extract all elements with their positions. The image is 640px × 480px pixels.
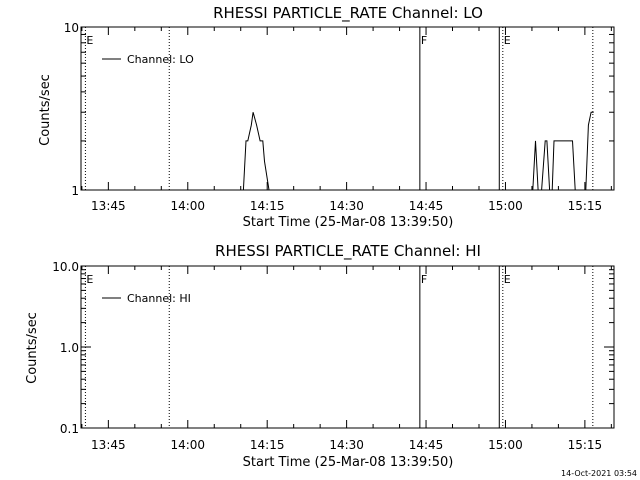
chart-panel-hi: RHESSI PARTICLE_RATE Channel: HI Counts/…: [25, 242, 615, 470]
legend-label: Channel: HI: [127, 292, 191, 305]
event-marker-label: E: [86, 273, 93, 286]
x-tick-label: 14:15: [250, 438, 285, 452]
y-tick-label: 10: [64, 21, 79, 35]
chart-panel-lo: RHESSI PARTICLE_RATE Channel: LO Counts/…: [38, 4, 615, 230]
y-tick-label: 0.1: [60, 422, 79, 436]
x-axis-label: Start Time (25-Mar-08 13:39:50): [243, 455, 454, 470]
series-line: [532, 111, 594, 191]
x-tick-label: 15:00: [488, 438, 523, 452]
chart-title: RHESSI PARTICLE_RATE Channel: HI: [215, 242, 481, 261]
footer-timestamp: 14-Oct-2021 03:54: [561, 469, 637, 478]
x-tick-label: 14:15: [250, 199, 285, 213]
x-tick-label: 14:30: [329, 199, 364, 213]
x-tick-label: 14:00: [170, 438, 205, 452]
x-tick-label: 14:45: [409, 199, 444, 213]
x-tick-label: 14:30: [329, 438, 364, 452]
x-tick-label: 15:15: [568, 438, 603, 452]
legend-label: Channel: LO: [127, 53, 194, 66]
event-marker-label: E: [504, 273, 511, 286]
event-marker-label: E: [86, 34, 93, 47]
x-tick-label: 14:45: [409, 438, 444, 452]
series-line: [242, 112, 270, 191]
event-marker-label: F: [421, 273, 427, 286]
plot-frame: [80, 26, 615, 191]
x-tick-label: 13:45: [91, 199, 126, 213]
plot-frame: [80, 265, 615, 429]
y-tick-label: 1.0: [60, 341, 79, 355]
y-tick-label: 10.0: [52, 260, 79, 274]
x-tick-label: 14:00: [170, 199, 205, 213]
x-tick-label: 15:00: [488, 199, 523, 213]
y-tick-label: 1: [71, 184, 79, 198]
event-marker-label: E: [504, 34, 511, 47]
x-tick-label: 15:15: [568, 199, 603, 213]
x-tick-label: 13:45: [91, 438, 126, 452]
y-axis-label: Counts/sec: [38, 74, 53, 146]
x-axis-label: Start Time (25-Mar-08 13:39:50): [243, 215, 454, 230]
chart-title: RHESSI PARTICLE_RATE Channel: LO: [213, 4, 483, 23]
event-marker-label: F: [421, 34, 427, 47]
y-axis-label: Counts/sec: [25, 312, 40, 384]
